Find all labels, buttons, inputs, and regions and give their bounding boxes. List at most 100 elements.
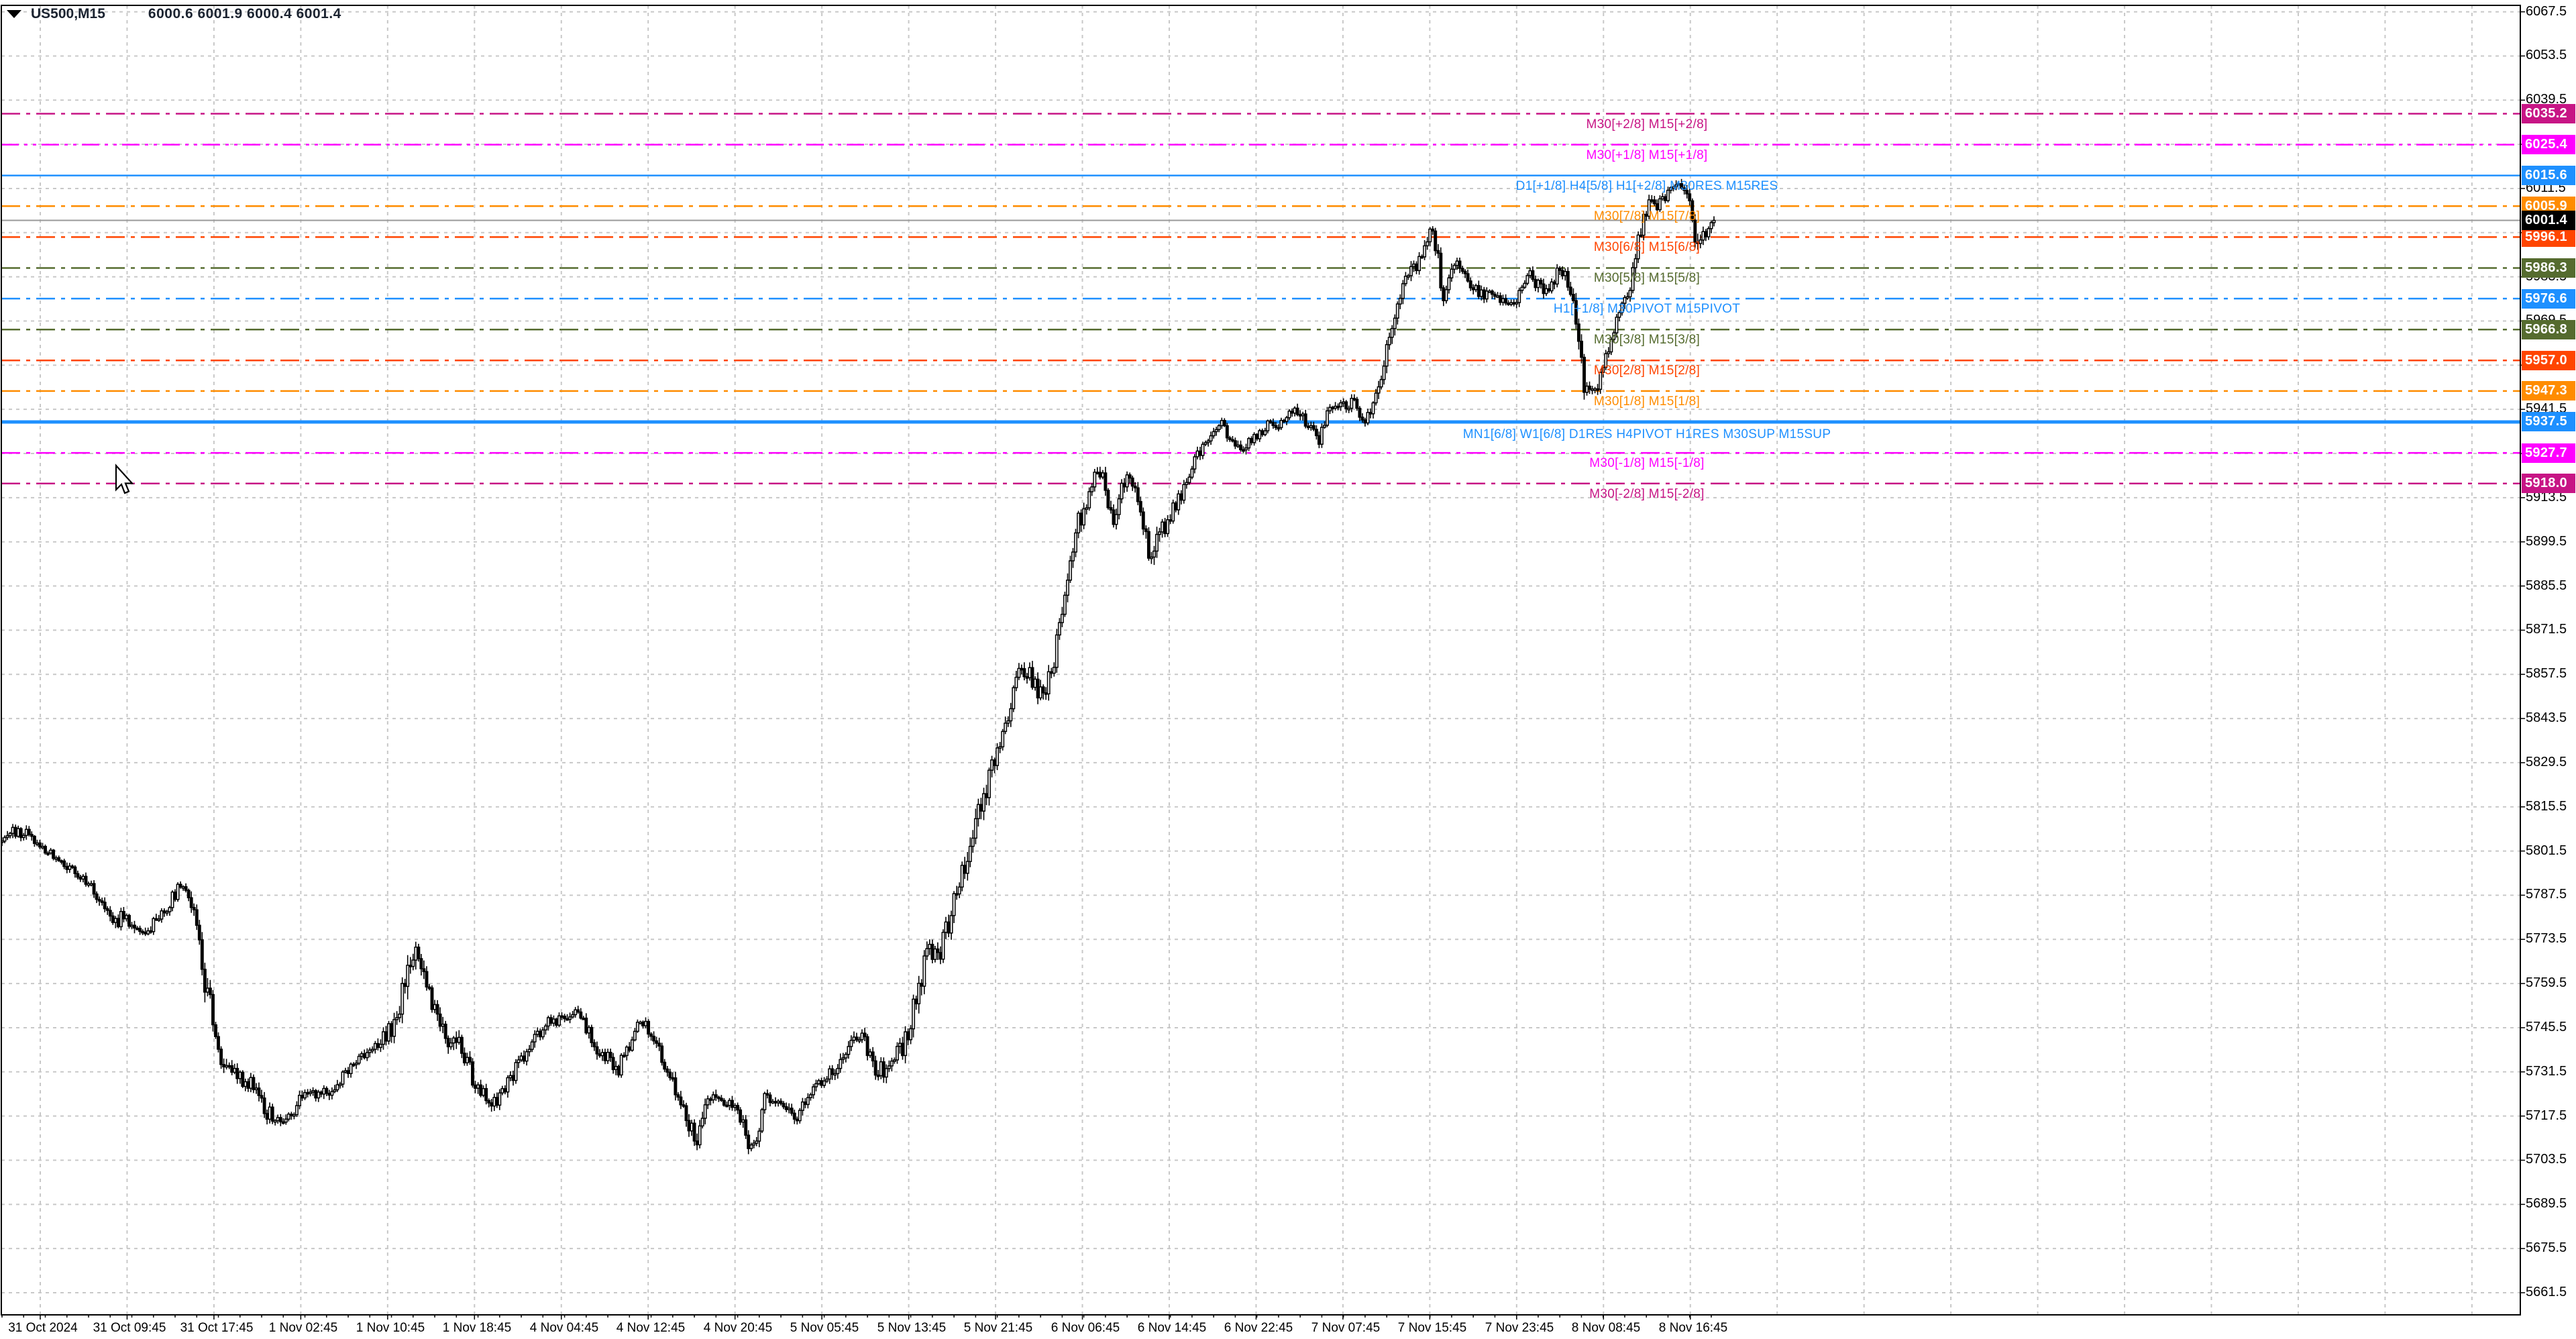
candle-bear xyxy=(219,1049,223,1065)
candle-bear xyxy=(652,1035,656,1042)
candle-bear xyxy=(1363,419,1367,424)
candle-bear xyxy=(425,971,429,987)
candle-bull xyxy=(828,1068,832,1080)
candle-bear xyxy=(235,1067,239,1079)
candle-bear xyxy=(57,857,61,861)
candle-bear xyxy=(246,1081,250,1089)
candle-bear xyxy=(1271,421,1275,427)
candle-bear xyxy=(668,1071,672,1079)
candle-bull xyxy=(1374,392,1378,404)
candle-bull xyxy=(968,845,972,862)
candle-bull xyxy=(755,1140,759,1144)
candle-bull xyxy=(568,1016,572,1020)
candle-bull xyxy=(130,924,133,928)
time-tick-label: 31 Oct 2024 xyxy=(8,1321,78,1335)
candle-bear xyxy=(1439,252,1443,288)
candle-bull xyxy=(1385,343,1389,367)
candle-bear xyxy=(985,793,988,798)
candle-bear xyxy=(608,1051,612,1059)
candle-bull xyxy=(749,1144,753,1149)
candle-bear xyxy=(1582,356,1586,393)
candle-bear xyxy=(1290,411,1294,414)
candle-bear xyxy=(1225,425,1229,439)
candle-bear xyxy=(84,875,88,885)
candle-bear xyxy=(487,1100,491,1104)
candle-bear xyxy=(200,939,204,970)
candle-bull xyxy=(8,833,12,837)
candle-bull xyxy=(398,1013,402,1018)
candle-bull xyxy=(1669,187,1672,191)
candle-bull xyxy=(1063,594,1067,615)
candle-bear xyxy=(121,910,125,920)
candle-bear xyxy=(1222,420,1226,427)
candle-bull xyxy=(741,1119,745,1123)
candle-bear xyxy=(627,1047,631,1051)
candle-bull xyxy=(896,1046,899,1061)
candle-bear xyxy=(46,852,50,855)
candle-bull xyxy=(395,1017,399,1020)
candle-bear xyxy=(560,1015,564,1018)
candle-bear xyxy=(1355,398,1359,409)
candle-bear xyxy=(649,1033,653,1037)
candle-bull xyxy=(1258,430,1262,439)
candle-bull xyxy=(733,1105,737,1108)
candle-bear xyxy=(1133,485,1137,488)
candle-bull xyxy=(1206,440,1210,443)
candle-bull xyxy=(1285,417,1289,422)
candle-bull xyxy=(1371,402,1375,415)
candle-bull xyxy=(294,1105,299,1116)
candle-bear xyxy=(1311,425,1316,430)
candle-bull xyxy=(1604,353,1608,368)
candle-bear xyxy=(490,1102,494,1107)
candle-bear xyxy=(657,1042,661,1047)
candle-bull xyxy=(600,1052,604,1057)
candle-bear xyxy=(549,1017,553,1024)
candle-bull xyxy=(1607,351,1611,354)
candle-bull xyxy=(814,1083,818,1087)
candle-bear xyxy=(1174,502,1178,511)
candle-bear xyxy=(127,914,131,927)
candle-bear xyxy=(1596,388,1600,391)
candle-bull xyxy=(87,883,91,886)
candle-bull xyxy=(1387,337,1391,345)
candle-bear xyxy=(278,1117,282,1123)
candle-bull xyxy=(1217,425,1221,431)
candle-bear xyxy=(641,1021,645,1026)
candle-bear xyxy=(319,1091,323,1095)
candle-bear xyxy=(1560,270,1564,276)
candle-bull xyxy=(1636,234,1640,260)
candle-bear xyxy=(598,1053,602,1057)
candle-bear xyxy=(227,1065,231,1068)
level-price-badge: 5957.0 xyxy=(2522,351,2575,370)
candle-bull xyxy=(89,883,93,886)
candle-bear xyxy=(1122,482,1126,488)
level-label: H1[+1/8] M30PIVOT M15PIVOT xyxy=(1553,302,1741,316)
time-tick-label: 1 Nov 18:45 xyxy=(442,1321,512,1335)
candle-bear xyxy=(186,890,191,898)
candle-bear xyxy=(214,1024,217,1037)
candle-bull xyxy=(176,883,180,900)
candle-bull xyxy=(541,1029,545,1038)
candle-bear xyxy=(144,931,148,934)
candle-bear xyxy=(1650,199,1654,202)
candle-bear xyxy=(362,1053,366,1059)
candle-bull xyxy=(1077,513,1081,534)
candle-bull xyxy=(1609,339,1613,353)
ohlc-values: 6000.6 6001.9 6000.4 6001.4 xyxy=(148,6,341,21)
candle-bull xyxy=(378,1043,382,1049)
symbol-dropdown-icon[interactable] xyxy=(7,10,21,18)
candle-bull xyxy=(1287,411,1291,419)
candle-bull xyxy=(1501,298,1505,303)
candle-bull xyxy=(24,828,28,837)
candle-bull xyxy=(619,1055,623,1076)
candle-bull xyxy=(1709,222,1713,229)
candle-bull xyxy=(1642,213,1646,236)
candle-bear xyxy=(1471,287,1475,290)
candle-bull xyxy=(249,1077,253,1089)
candle-bull xyxy=(165,911,169,914)
time-tick-label: 6 Nov 06:45 xyxy=(1051,1321,1120,1335)
candle-bear xyxy=(792,1112,796,1120)
candle-bear xyxy=(906,1031,910,1040)
candle-bear xyxy=(30,834,34,837)
